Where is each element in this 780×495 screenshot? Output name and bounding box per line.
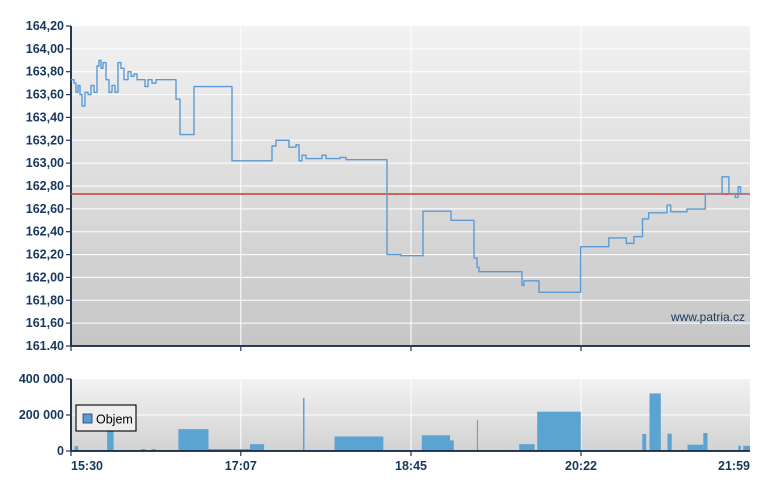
svg-text:15:30: 15:30	[71, 459, 103, 473]
svg-text:164,00: 164,00	[26, 42, 64, 56]
svg-text:162,40: 162,40	[26, 225, 64, 239]
svg-text:161,80: 161,80	[26, 293, 64, 307]
svg-text:162,20: 162,20	[26, 248, 64, 262]
svg-text:21:59: 21:59	[718, 459, 750, 473]
svg-text:163,80: 163,80	[26, 65, 64, 79]
svg-text:163,20: 163,20	[26, 133, 64, 147]
svg-text:200 000: 200 000	[19, 408, 64, 422]
svg-text:Objem: Objem	[96, 413, 133, 427]
svg-text:20:22: 20:22	[565, 459, 597, 473]
svg-text:18:45: 18:45	[395, 459, 427, 473]
svg-text:164,20: 164,20	[26, 19, 64, 33]
svg-text:161,60: 161,60	[26, 316, 64, 330]
svg-text:163,00: 163,00	[26, 156, 64, 170]
svg-text:163,40: 163,40	[26, 110, 64, 124]
svg-text:163,60: 163,60	[26, 88, 64, 102]
svg-text:0: 0	[57, 444, 64, 458]
svg-text:161.40: 161.40	[26, 339, 64, 353]
svg-text:400 000: 400 000	[19, 372, 64, 386]
svg-text:www.patria.cz: www.patria.cz	[670, 310, 745, 324]
svg-text:162,80: 162,80	[26, 179, 64, 193]
svg-text:162,60: 162,60	[26, 202, 64, 216]
svg-text:162,00: 162,00	[26, 270, 64, 284]
svg-text:17:07: 17:07	[225, 459, 257, 473]
